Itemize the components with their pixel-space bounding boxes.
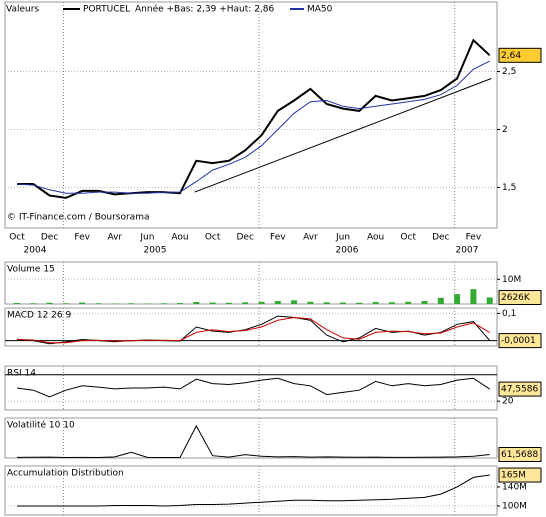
volume-bar [209,302,216,304]
volume-bar [291,300,298,304]
x-tick-label: Oct [9,233,25,243]
y-tick-label: 2 [502,125,508,135]
header-label: Valeurs [6,5,39,15]
volume-bar [454,294,461,304]
panel-frame [4,1,498,229]
source-label: © IT-Finance.com / Boursorama [7,213,149,223]
x-tick-label: Avr [107,233,122,243]
x-tick-label: Fev [466,233,482,243]
volume-bar [486,297,493,304]
last-value-label: 2626K [501,293,531,303]
year-label: 2007 [456,246,479,256]
panel-title: MACD 12 26 9 [7,311,71,321]
last-value-box [498,467,542,483]
volume-bar [95,303,102,304]
volume-bar [14,303,20,304]
panel-frame [4,417,498,459]
y-tick-label: 10M [502,275,521,285]
x-tick-label: Dec [236,233,253,243]
last-value-box [498,446,542,462]
year-label: 2005 [144,246,167,256]
volume-bar [30,303,37,304]
panel-title: RSI 14 [7,369,36,379]
trendline [194,78,492,193]
x-tick-label: Aou [171,233,188,243]
x-tick-label: Oct [205,233,221,243]
panel-frame [4,261,498,305]
volume-bar [46,302,53,304]
x-tick-label: Dec [41,233,58,243]
volume-bar [128,303,135,304]
last-value-box [498,47,542,63]
y-tick-label: 0,1 [502,309,516,319]
x-tick-label: Avr [303,233,318,243]
panel-frame [4,307,498,347]
panel-title: Accumulation Distribution [7,469,124,479]
series-line [16,377,490,398]
last-value-label: 47,5586 [501,385,538,395]
x-tick-label: Fev [74,233,90,243]
panel-frame [4,365,498,411]
x-tick-label: Oct [400,233,416,243]
volume-bar [79,302,86,304]
last-value-label: 165M [501,471,526,481]
volume-bar [274,301,281,304]
range-label: Année +Bas: 2,39 +Haut: 2,86 [135,4,274,15]
y-tick-label: 100M [502,501,527,511]
volume-bar [388,302,395,304]
year-label: 2006 [336,246,359,256]
volume-bar [62,303,69,304]
last-value-box [498,333,542,349]
volume-bar [421,301,428,304]
volume-bar [437,297,444,304]
series-line [16,424,490,459]
volume-bar [323,302,330,304]
series-line [17,474,490,507]
volume-bar [160,303,167,304]
y-tick-label: 20 [502,397,514,407]
y-tick-label: 2,5 [502,67,516,77]
series-line [17,38,491,199]
panel-frame [4,465,498,516]
volume-bar [307,301,314,304]
volume-bar [356,302,363,304]
volume-bar [177,303,183,304]
volume-bar [242,302,249,304]
series-line [16,316,490,344]
panel-title: Volatilité 10 10 [7,420,75,431]
y-tick-label: 1,5 [502,183,516,193]
volume-bar [372,302,379,304]
x-tick-label: Jun [139,233,154,243]
x-tick-label: Fev [270,233,286,243]
x-tick-label: Aou [367,233,384,243]
last-value-label: 61,5688 [501,450,538,460]
legend-label: MA50 [307,5,333,15]
last-value-box [498,290,542,306]
series-line [16,60,490,194]
x-tick-label: Jun [335,233,350,243]
volume-bar [405,301,412,304]
y-tick-label: 140M [502,482,527,492]
x-tick-label: Dec [432,233,449,243]
last-value-box [498,381,542,397]
volume-bar [225,302,232,304]
last-value-label: -0,0001 [501,336,536,346]
legend-label: PORTUCEL [83,5,130,15]
last-value-label: 2,64 [501,51,521,61]
volume-bar [340,302,346,304]
volume-bar [258,301,265,304]
year-label: 2004 [24,246,47,256]
panel-title: Volume 15 [7,265,55,275]
volume-bar [470,289,477,304]
volume-bar [193,302,200,304]
